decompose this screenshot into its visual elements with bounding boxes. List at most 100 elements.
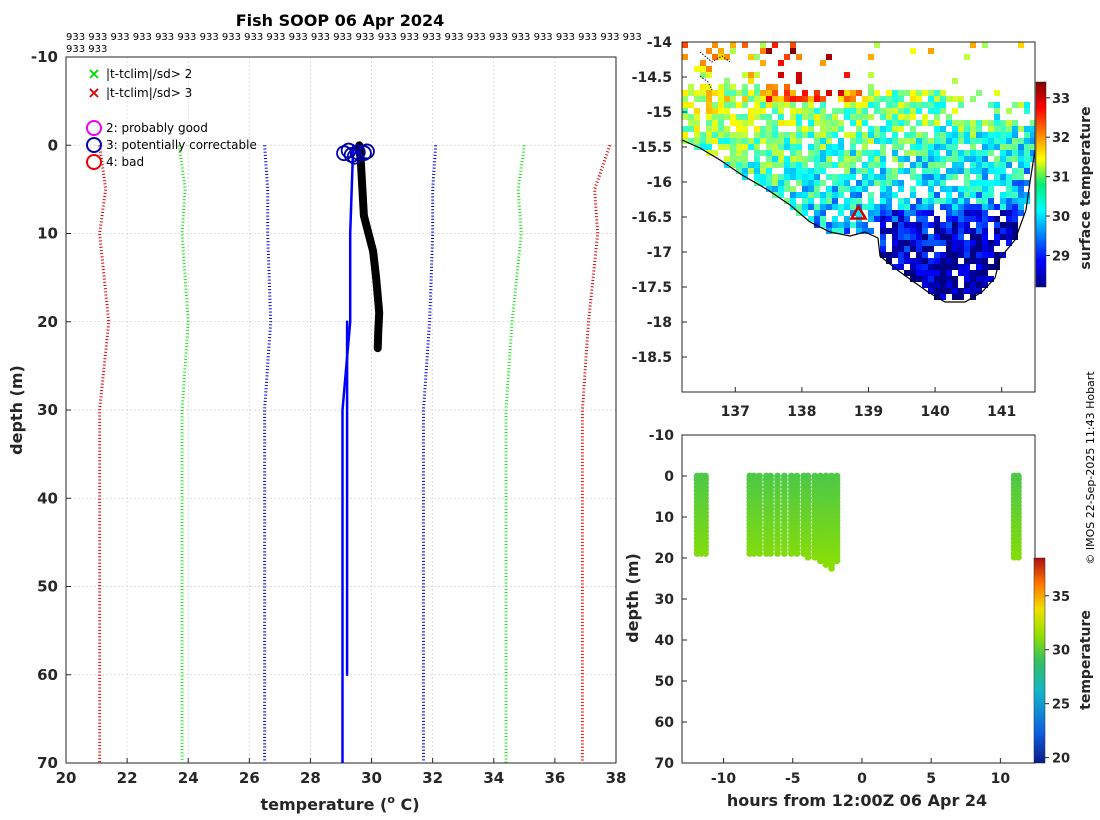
sst-pixel — [832, 144, 838, 150]
sst-pixel — [838, 90, 844, 96]
sst-pixel — [934, 90, 940, 96]
sst-pixel — [688, 84, 694, 90]
sst-pixel — [784, 174, 790, 180]
sst-pixel — [790, 192, 796, 198]
sst-pixel — [1012, 120, 1018, 126]
sst-pixel — [976, 276, 982, 282]
sst-pixel — [1006, 240, 1012, 246]
sst-pixel — [922, 198, 928, 204]
sst-pixel — [796, 120, 802, 126]
sst-pixel — [982, 138, 988, 144]
sst-pixel — [916, 162, 922, 168]
sst-pixel — [826, 54, 832, 60]
sst-pixel — [946, 258, 952, 264]
sst-pixel — [982, 42, 988, 48]
sst-pixel — [778, 192, 784, 198]
sst-pixel — [880, 144, 886, 150]
sst-pixel — [946, 192, 952, 198]
sst-pixel — [838, 156, 844, 162]
sst-pixel — [814, 168, 820, 174]
sst-pixel — [796, 114, 802, 120]
profile-line-clim-2sd — [504, 145, 526, 763]
sst-pixel — [952, 96, 958, 102]
sst-pixel — [928, 150, 934, 156]
sst-pixel — [928, 210, 934, 216]
profile-series — [98, 141, 612, 763]
sst-pixel — [868, 210, 874, 216]
map-x-ticks: 137 138 139 140 141 — [721, 387, 1016, 420]
sst-pixel — [964, 258, 970, 264]
sst-pixel — [808, 144, 814, 150]
legend-marker-blue-circle — [86, 137, 102, 153]
sst-pixel — [898, 216, 904, 222]
sst-pixel — [880, 204, 886, 210]
sst-pixel — [982, 144, 988, 150]
sst-pixel — [796, 180, 802, 186]
sst-pixel — [904, 270, 910, 276]
sst-pixel — [868, 114, 874, 120]
sst-pixel — [1024, 108, 1030, 114]
sst-pixel — [796, 78, 802, 84]
sst-pixel — [754, 150, 760, 156]
sst-pixel — [922, 132, 928, 138]
sst-pixel — [910, 138, 916, 144]
timeseries-y-tick-label: 30 — [655, 592, 675, 608]
sst-pixel — [808, 126, 814, 132]
sst-pixel — [736, 168, 742, 174]
map-y-tick-label: -14 — [647, 35, 673, 51]
map-y-tick-label: -18 — [647, 315, 672, 331]
sst-pixel — [886, 126, 892, 132]
sst-pixel — [766, 186, 772, 192]
sst-pixel — [970, 144, 976, 150]
sst-pixel — [928, 222, 934, 228]
sst-pixel — [928, 48, 934, 54]
sst-pixel — [970, 168, 976, 174]
sst-pixel — [736, 156, 742, 162]
sst-pixel — [850, 222, 856, 228]
sst-pixel — [724, 108, 730, 114]
sst-pixel — [886, 186, 892, 192]
sst-pixel — [808, 204, 814, 210]
sst-pixel — [700, 60, 706, 66]
sst-pixel — [988, 204, 994, 210]
sst-pixel — [862, 174, 868, 180]
sst-pixel — [868, 180, 874, 186]
sst-pixel — [820, 192, 826, 198]
sst-pixel — [778, 144, 784, 150]
sst-pixel — [838, 186, 844, 192]
sst-pixel — [796, 144, 802, 150]
legend-label-potentially-correctable: 3: potentially correctable — [106, 138, 257, 152]
sst-pixel — [898, 126, 904, 132]
sst-pixel — [928, 246, 934, 252]
sst-pixel — [832, 222, 838, 228]
sst-pixel — [922, 168, 928, 174]
sst-pixel — [790, 198, 796, 204]
sst-pixel — [940, 240, 946, 246]
timeseries-y-label: depth (m) — [623, 553, 642, 643]
sst-pixel — [724, 90, 730, 96]
sst-pixel — [778, 96, 784, 102]
sst-pixel — [766, 156, 772, 162]
sst-pixel — [862, 120, 868, 126]
sst-pixel — [694, 114, 700, 120]
sst-pixel — [952, 198, 958, 204]
sst-pixel — [850, 198, 856, 204]
sst-pixel — [874, 204, 880, 210]
sst-pixel — [868, 132, 874, 138]
sst-pixel — [712, 132, 718, 138]
sst-pixel — [838, 192, 844, 198]
sst-pixel — [940, 264, 946, 270]
sst-pixel — [952, 186, 958, 192]
sst-pixel — [928, 120, 934, 126]
sst-pixel — [724, 114, 730, 120]
sst-pixel — [976, 150, 982, 156]
sst-pixel — [976, 216, 982, 222]
sst-pixel — [940, 102, 946, 108]
sst-pixel — [754, 162, 760, 168]
sst-pixel — [694, 132, 700, 138]
sst-pixel — [790, 156, 796, 162]
profile-x-label-text: temperature ( — [260, 795, 387, 814]
sst-pixel — [904, 204, 910, 210]
profile-y-tick-label: 50 — [37, 578, 58, 596]
sst-pixel — [844, 186, 850, 192]
